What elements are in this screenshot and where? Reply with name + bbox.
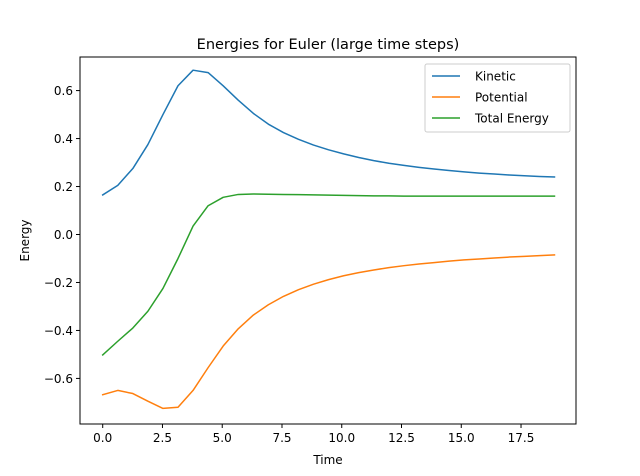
x-tick-label: 17.5 xyxy=(508,431,535,445)
legend-label-kinetic: Kinetic xyxy=(475,70,516,84)
plot-lines xyxy=(101,69,556,410)
legend-label-total-energy: Total Energy xyxy=(474,112,549,126)
chart-title: Energies for Euler (large time steps) xyxy=(197,37,460,53)
y-tick-label: −0.4 xyxy=(44,324,73,338)
x-tick-label: 15.0 xyxy=(448,431,475,445)
legend-box xyxy=(424,63,571,133)
x-tick-label: 2.5 xyxy=(153,431,172,445)
y-axis: −0.6 −0.4 −0.2 0.0 0.2 0.4 0.6 xyxy=(44,84,80,386)
legend-label-potential: Potential xyxy=(475,91,528,105)
y-tick-label: 0.2 xyxy=(54,180,73,194)
y-axis-label: Energy xyxy=(18,219,32,261)
x-tick-label: 0.0 xyxy=(93,431,112,445)
y-tick-label: −0.6 xyxy=(44,372,73,386)
plot-frame xyxy=(79,56,577,425)
series-line-total-energy xyxy=(101,193,556,356)
y-tick-label: 0.6 xyxy=(54,84,73,98)
x-tick-label: 7.5 xyxy=(272,431,291,445)
x-tick-label: 5.0 xyxy=(213,431,232,445)
series-line-potential xyxy=(101,254,556,410)
x-axis-label: Time xyxy=(312,453,342,467)
x-axis: 0.0 2.5 5.0 7.5 10.0 12.5 15.0 17.5 xyxy=(93,424,534,445)
y-tick-label: −0.2 xyxy=(44,276,73,290)
x-tick-label: 12.5 xyxy=(388,431,415,445)
legend: Kinetic Potential Total Energy xyxy=(424,63,571,133)
y-tick-label: 0.0 xyxy=(54,228,73,242)
x-tick-label: 10.0 xyxy=(328,431,355,445)
y-tick-label: 0.4 xyxy=(54,132,73,146)
series-line-kinetic xyxy=(101,69,556,196)
